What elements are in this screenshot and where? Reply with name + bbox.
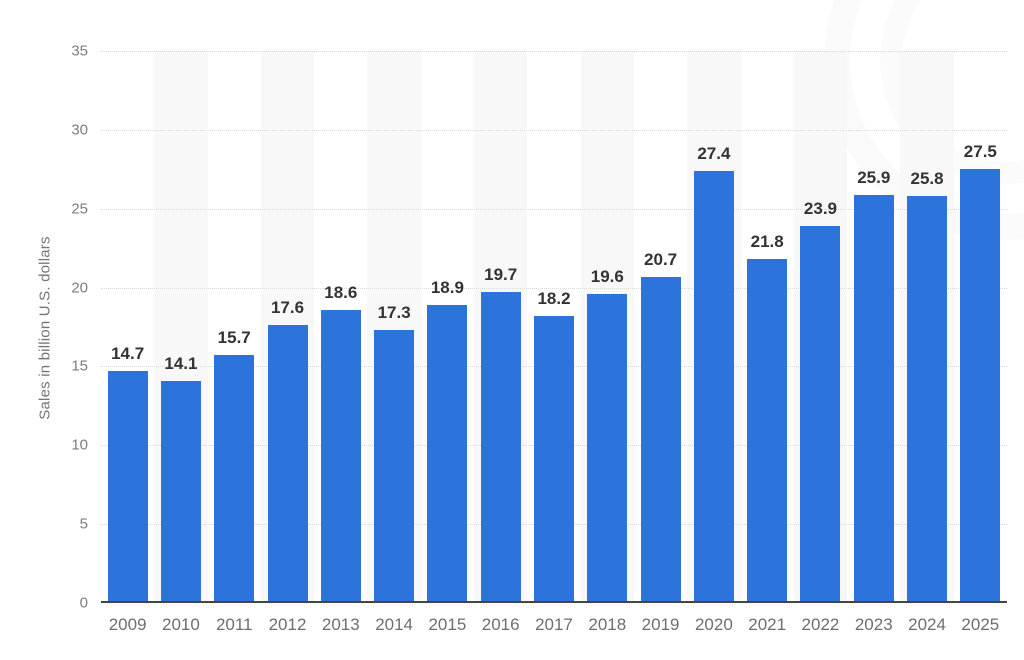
y-tick-0: 0 bbox=[79, 594, 88, 612]
plot-area: 14.7 14.1 15.7 17.6 18.6 17.3 18.9 19.7 18.2 19.6… bbox=[101, 0, 1007, 603]
bar-2018[interactable] bbox=[587, 293, 628, 603]
value-label-2011: 15.7 bbox=[217, 328, 251, 348]
x-tick-2022: 2022 bbox=[801, 615, 840, 634]
x-tick-2020: 2020 bbox=[694, 615, 733, 634]
x-tick-2009: 2009 bbox=[108, 615, 147, 634]
bar-2011[interactable] bbox=[214, 355, 255, 603]
x-tick-2016: 2016 bbox=[481, 615, 520, 634]
y-tick-5: 5 bbox=[79, 515, 88, 533]
bar-2023[interactable] bbox=[853, 194, 894, 603]
bar-2022[interactable] bbox=[800, 226, 841, 603]
gridline-35 bbox=[101, 51, 1007, 52]
value-label-2009: 14.7 bbox=[111, 344, 145, 364]
x-tick-2023: 2023 bbox=[854, 615, 893, 634]
x-tick-2021: 2021 bbox=[748, 615, 787, 634]
x-tick-2012: 2012 bbox=[268, 615, 307, 634]
gridline-20 bbox=[101, 287, 1007, 289]
x-axis-baseline bbox=[101, 601, 1007, 603]
value-label-2017: 18.2 bbox=[537, 288, 571, 308]
y-axis-title: Sales in billion U.S. dollars bbox=[36, 236, 54, 420]
x-tick-2019: 2019 bbox=[641, 615, 680, 634]
y-tick-20: 20 bbox=[71, 279, 88, 297]
bar-2015[interactable] bbox=[427, 304, 468, 603]
bar-2024[interactable] bbox=[907, 196, 948, 603]
value-label-2024: 25.8 bbox=[910, 169, 944, 189]
y-tick-30: 30 bbox=[71, 121, 88, 139]
value-label-2012: 17.6 bbox=[270, 298, 305, 318]
bar-2019[interactable] bbox=[640, 276, 681, 603]
value-label-2015: 18.9 bbox=[430, 277, 464, 297]
y-tick-15: 15 bbox=[71, 357, 88, 375]
bar-2010[interactable] bbox=[160, 380, 201, 603]
gridline-30 bbox=[101, 129, 1007, 131]
x-tick-2010: 2010 bbox=[162, 615, 200, 634]
y-tick-35: 35 bbox=[71, 42, 88, 60]
bar-2025[interactable] bbox=[960, 169, 1001, 603]
value-label-2021: 21.8 bbox=[750, 232, 784, 252]
value-label-2025: 27.5 bbox=[963, 142, 997, 162]
bar-2009[interactable] bbox=[107, 371, 148, 603]
value-label-2016: 19.7 bbox=[484, 265, 518, 285]
value-label-2023: 25.9 bbox=[857, 167, 891, 187]
y-tick-10: 10 bbox=[71, 436, 88, 454]
bar-2013[interactable] bbox=[320, 309, 361, 603]
bar-2016[interactable] bbox=[480, 292, 521, 603]
gridline-25 bbox=[101, 208, 1007, 210]
x-tick-2025: 2025 bbox=[961, 615, 1000, 634]
value-label-2020: 27.4 bbox=[697, 143, 731, 163]
x-tick-2014: 2014 bbox=[375, 615, 414, 634]
value-label-2019: 20.7 bbox=[644, 249, 678, 269]
value-label-2013: 18.6 bbox=[324, 282, 358, 302]
bar-2014[interactable] bbox=[374, 330, 415, 603]
value-label-2010: 14.1 bbox=[164, 353, 198, 373]
bar-2017[interactable] bbox=[534, 315, 574, 603]
bar-2012[interactable] bbox=[267, 325, 308, 603]
x-tick-2017: 2017 bbox=[535, 615, 573, 634]
value-label-2014: 17.3 bbox=[377, 303, 411, 323]
bar-2020[interactable] bbox=[693, 170, 734, 603]
x-tick-2013: 2013 bbox=[321, 615, 360, 634]
value-label-2018: 19.6 bbox=[590, 266, 624, 286]
value-label-2022: 23.9 bbox=[803, 199, 837, 219]
bar-2021[interactable] bbox=[747, 259, 788, 603]
x-tick-2024: 2024 bbox=[908, 615, 946, 634]
x-tick-2015: 2015 bbox=[428, 615, 467, 634]
x-tick-2011: 2011 bbox=[215, 615, 253, 634]
x-tick-2018: 2018 bbox=[588, 615, 627, 634]
y-tick-25: 25 bbox=[71, 200, 88, 218]
